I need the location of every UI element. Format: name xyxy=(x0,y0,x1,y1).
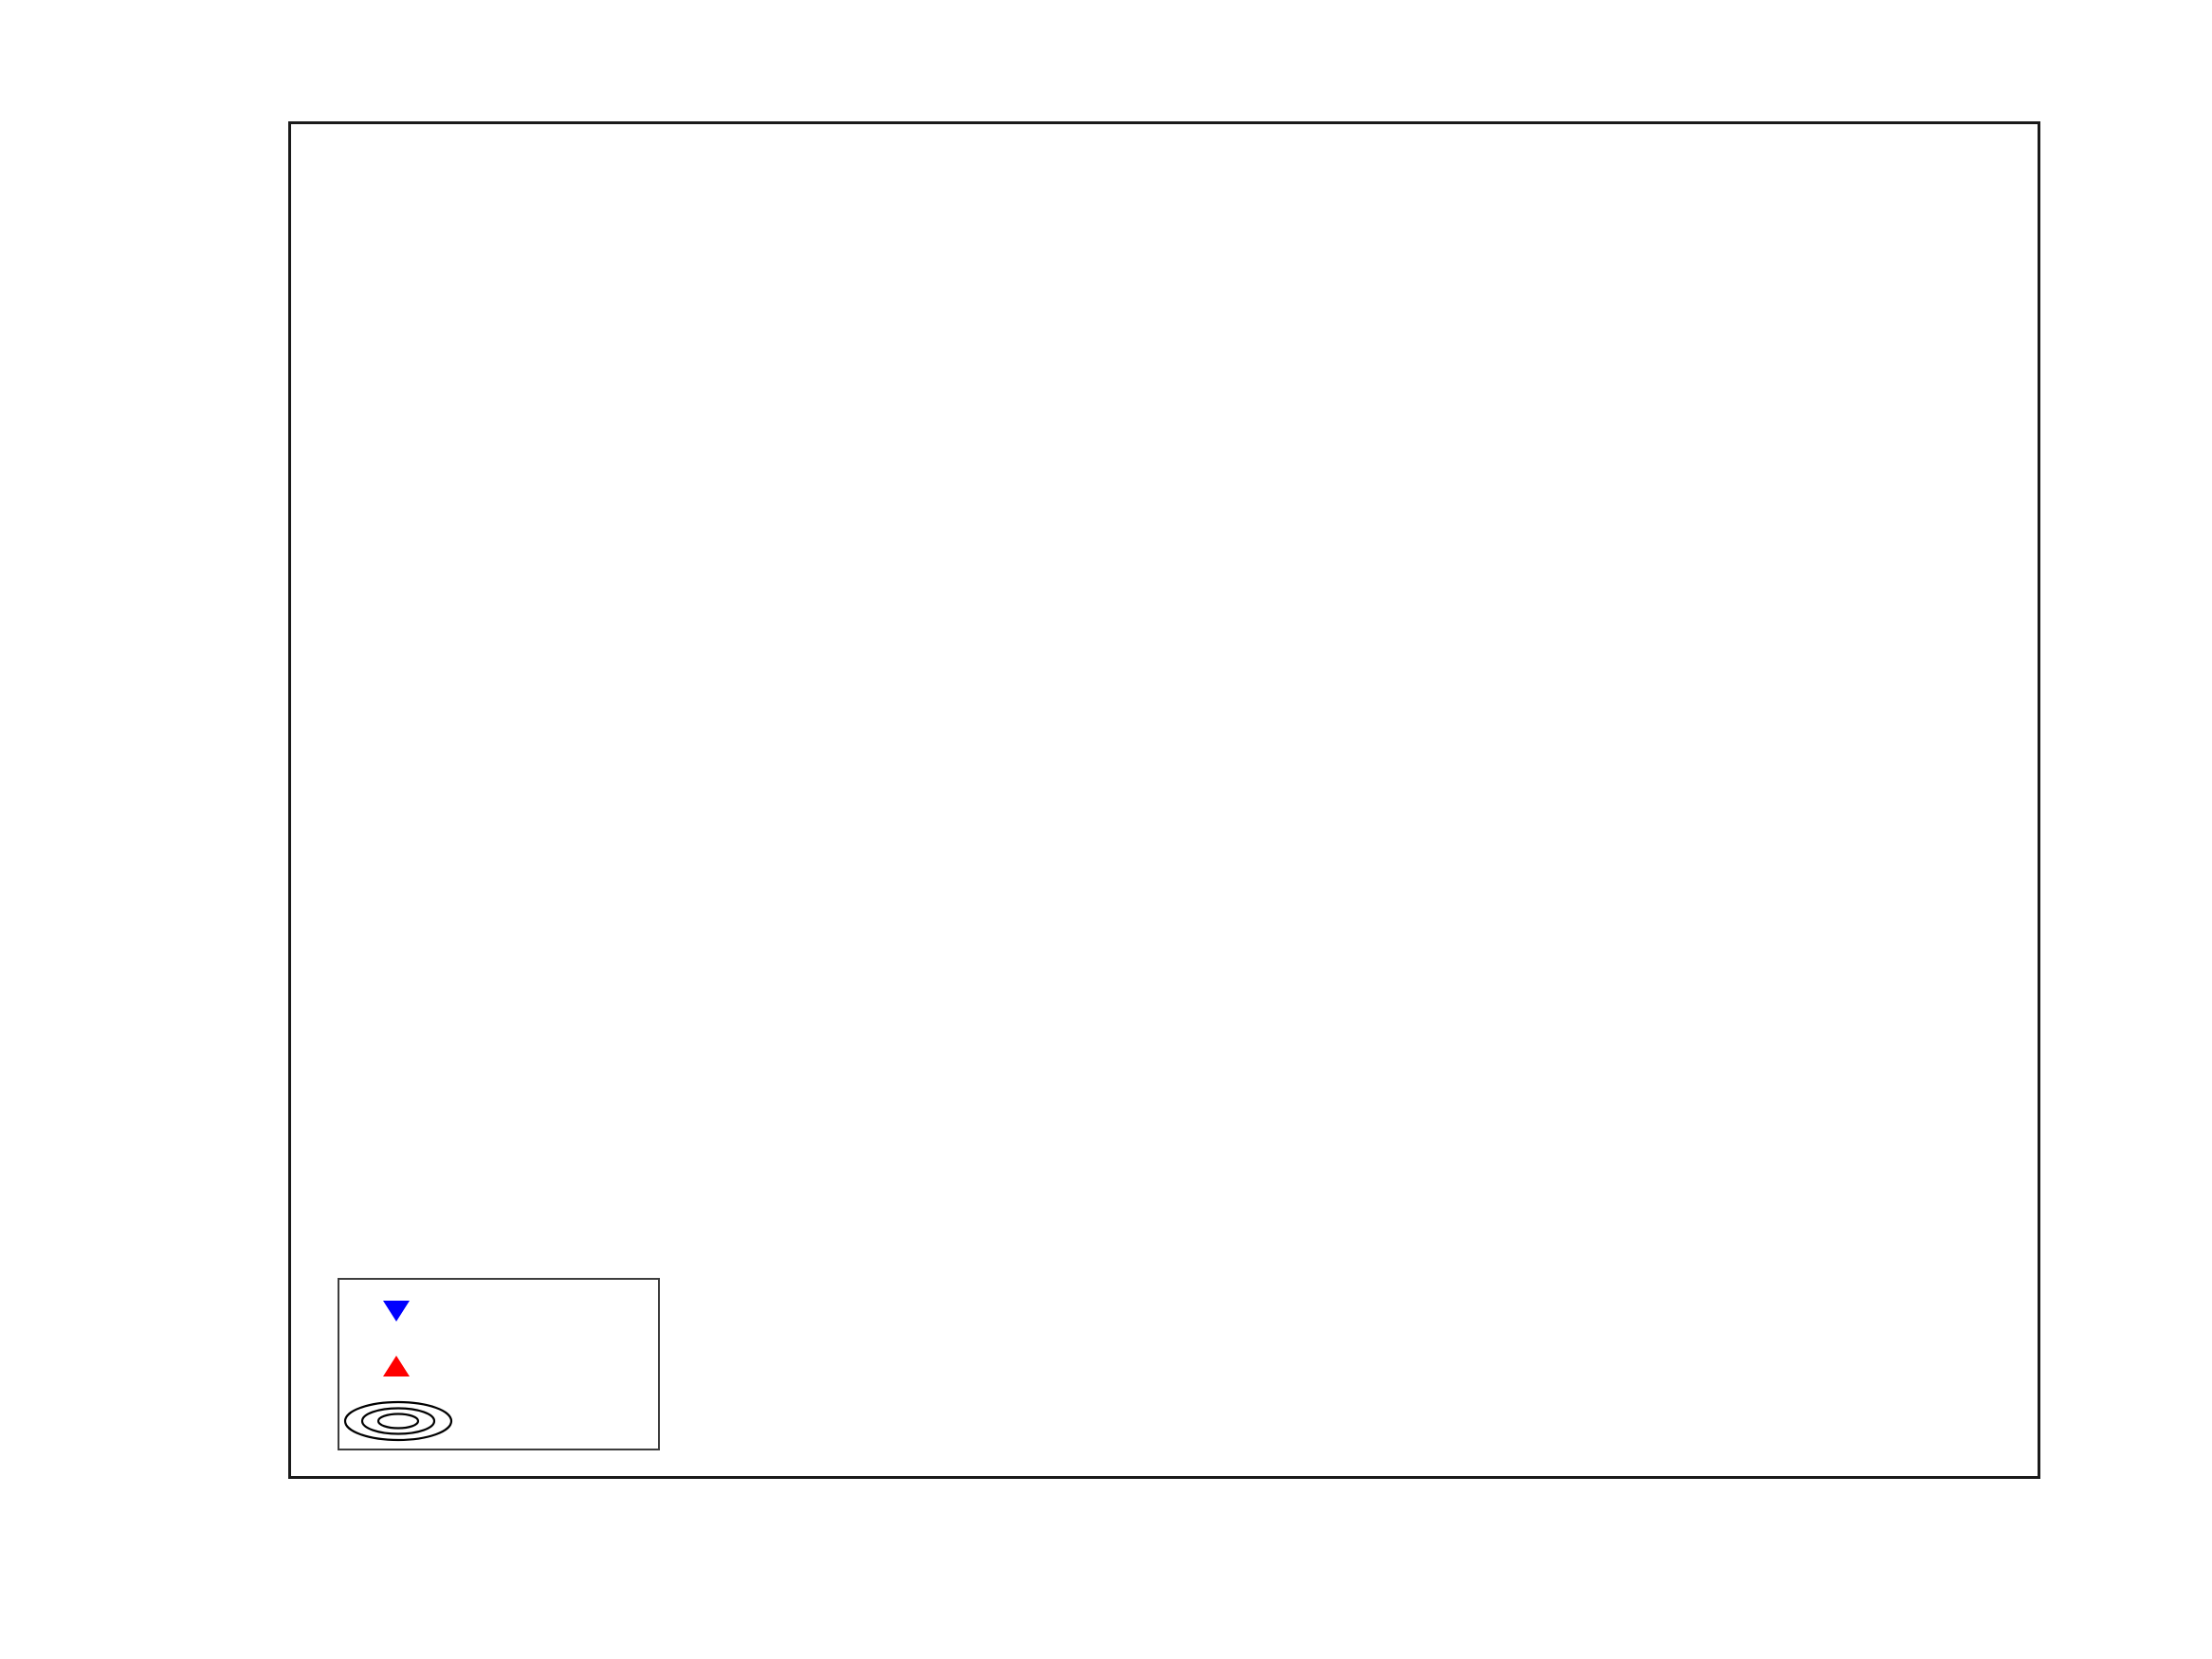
legend-item-descent[interactable] xyxy=(339,1284,658,1339)
legend-item-data1[interactable] xyxy=(339,1394,658,1449)
triangle-up-icon xyxy=(377,1347,415,1385)
legend-item-ascent[interactable] xyxy=(339,1339,658,1394)
triangle-down-icon xyxy=(377,1292,415,1330)
plot-frame xyxy=(288,121,2040,1479)
plot-area xyxy=(288,121,2040,1479)
legend[interactable] xyxy=(338,1278,660,1450)
contour-icon xyxy=(342,1399,454,1443)
